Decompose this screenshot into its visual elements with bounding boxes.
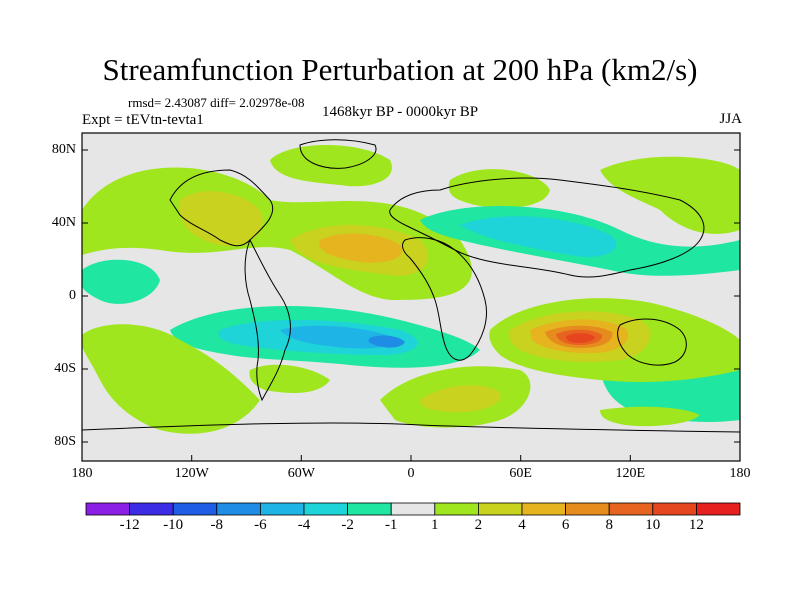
lon-label-60e: 60E: [509, 466, 532, 481]
contour-field: [82, 133, 740, 461]
axis-ticks: [81, 149, 741, 461]
colorbar-label: -4: [297, 517, 311, 533]
contour-positive-south: [82, 324, 260, 434]
stats-label: rmsd= 2.43087 diff= 2.02978e-08: [128, 95, 305, 110]
colorbar-label: 2: [474, 517, 483, 533]
colorbar-label: 12: [688, 517, 704, 533]
colorbar-box: [390, 502, 436, 516]
lat-label-eq: 0: [69, 288, 76, 303]
colorbar-box: [129, 502, 174, 516]
contour-positive-arctic: [270, 145, 392, 187]
colorbar-label: -2: [341, 517, 354, 533]
colorbar-label: 4: [518, 517, 526, 533]
colorbar-label: -1: [384, 517, 398, 533]
colorbar-label: -6: [254, 517, 267, 533]
contour-negative-asia-2: [460, 216, 617, 258]
lon-label-120w: 120W: [174, 466, 209, 481]
contour-negative-south-belt-4: [368, 335, 405, 348]
plot-title: Streamfunction Perturbation at 200 hPa (…: [102, 52, 698, 87]
colorbar-label: -10: [163, 517, 184, 533]
colorbar-label: -8: [210, 517, 224, 533]
lon-label-120e: 120E: [615, 466, 646, 481]
contour-positive-nasia: [448, 169, 550, 208]
colorbar-box: [347, 502, 392, 516]
contour-positive-2: [179, 191, 263, 246]
coastlines: [82, 139, 740, 433]
lat-label-80s: 80S: [54, 434, 76, 449]
colorbar-box: [652, 502, 697, 516]
contour-positive-s-pacific-east: [600, 406, 700, 427]
experiment-label: Expt = tEVtn-tevta1: [82, 112, 204, 128]
contour-positive-south-atl-2: [420, 385, 501, 412]
colorbar-box: [172, 502, 218, 516]
colorbar-label: 8: [605, 517, 613, 533]
contour-positive-indian-6: [566, 333, 595, 343]
colorbar-label: 6: [561, 517, 570, 533]
contour-positive-pacific-n: [600, 156, 740, 234]
colorbar-box: [85, 502, 130, 516]
contour-negative-pacific-w: [82, 259, 160, 304]
colorbar-box: [521, 502, 566, 516]
lon-label-180e: 180: [729, 466, 751, 481]
colorbar-box: [477, 502, 523, 516]
contour-positive-4: [319, 233, 403, 263]
colorbar-label: 1: [431, 517, 439, 533]
lat-label-40n: 40N: [51, 215, 76, 230]
lat-label-80n: 80N: [51, 142, 76, 157]
lat-label-40s: 40S: [54, 361, 76, 376]
colorbar-label: 10: [645, 517, 661, 533]
colorbar-box: [434, 502, 479, 516]
period-label: 1468kyr BP - 0000kyr BP: [322, 104, 479, 120]
colorbar-label: -12: [119, 517, 140, 533]
season-label: JJA: [719, 111, 742, 127]
colorbar-box: [696, 502, 741, 516]
contour-negative-south-belt-3: [280, 325, 393, 349]
lon-label-60w: 60W: [287, 466, 315, 481]
colorbar-box: [565, 502, 610, 516]
colorbar-box: [303, 502, 348, 516]
colorbar-box: [259, 502, 305, 516]
lon-label-0: 0: [407, 466, 415, 481]
lon-label-180w: 180: [71, 466, 93, 481]
colorbar-box: [216, 502, 261, 516]
colorbar-box: [608, 502, 654, 516]
